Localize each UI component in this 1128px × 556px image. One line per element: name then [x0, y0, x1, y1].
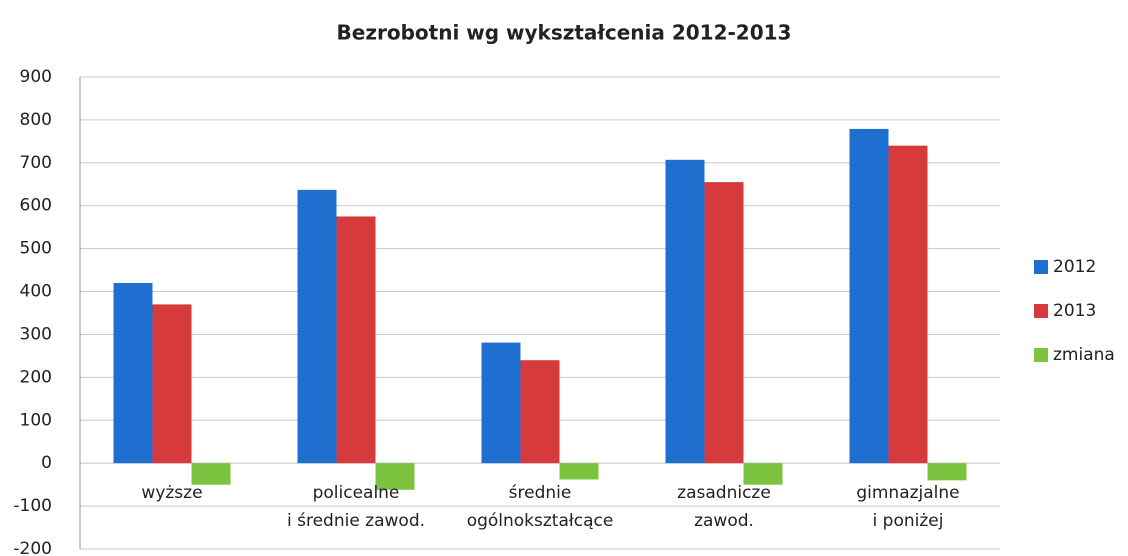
x-tick-label: i poniżej [873, 511, 944, 531]
x-tick-label: średnie [509, 483, 572, 503]
bar [559, 463, 599, 480]
bar [849, 128, 889, 464]
chart-title: Bezrobotni wg wykształcenia 2012-2013 [337, 21, 792, 45]
legend-label: zmiana [1053, 345, 1115, 365]
x-tick-label: zasadnicze [677, 483, 771, 503]
legend-swatch [1034, 304, 1048, 318]
y-tick-label: 0 [41, 453, 52, 473]
x-tick-label: gimnazjalne [856, 483, 959, 503]
bar [927, 463, 967, 481]
legend-label: 2012 [1053, 257, 1096, 277]
y-tick-label: 900 [20, 67, 52, 87]
bar [481, 342, 521, 464]
bar [704, 182, 744, 464]
bar [375, 463, 415, 490]
legend-label: 2013 [1053, 301, 1096, 321]
y-tick-label: 200 [20, 367, 52, 387]
bar [520, 360, 560, 464]
y-tick-label: 300 [20, 324, 52, 344]
bar [888, 145, 928, 464]
bar [113, 282, 153, 464]
bar [297, 189, 337, 464]
y-tick-label: 700 [20, 153, 52, 173]
x-tick-label: i średnie zawod. [287, 511, 425, 531]
y-tick-label: 400 [20, 282, 52, 302]
bar [743, 463, 783, 485]
y-tick-label: 600 [20, 196, 52, 216]
y-tick-label: -200 [13, 539, 52, 556]
x-tick-label: wyższe [141, 483, 202, 503]
bar [191, 463, 231, 485]
legend-swatch [1034, 348, 1048, 362]
y-tick-label: 800 [20, 110, 52, 130]
y-tick-label: 500 [20, 239, 52, 259]
bar [665, 159, 705, 464]
bar [152, 304, 192, 464]
legend-swatch [1034, 260, 1048, 274]
x-tick-label: zawod. [694, 511, 754, 531]
bar [336, 216, 376, 464]
y-tick-label: 100 [20, 410, 52, 430]
x-tick-label: ogólnokształcące [467, 511, 614, 531]
x-tick-label: policealne [313, 483, 400, 503]
y-tick-label: -100 [13, 496, 52, 516]
